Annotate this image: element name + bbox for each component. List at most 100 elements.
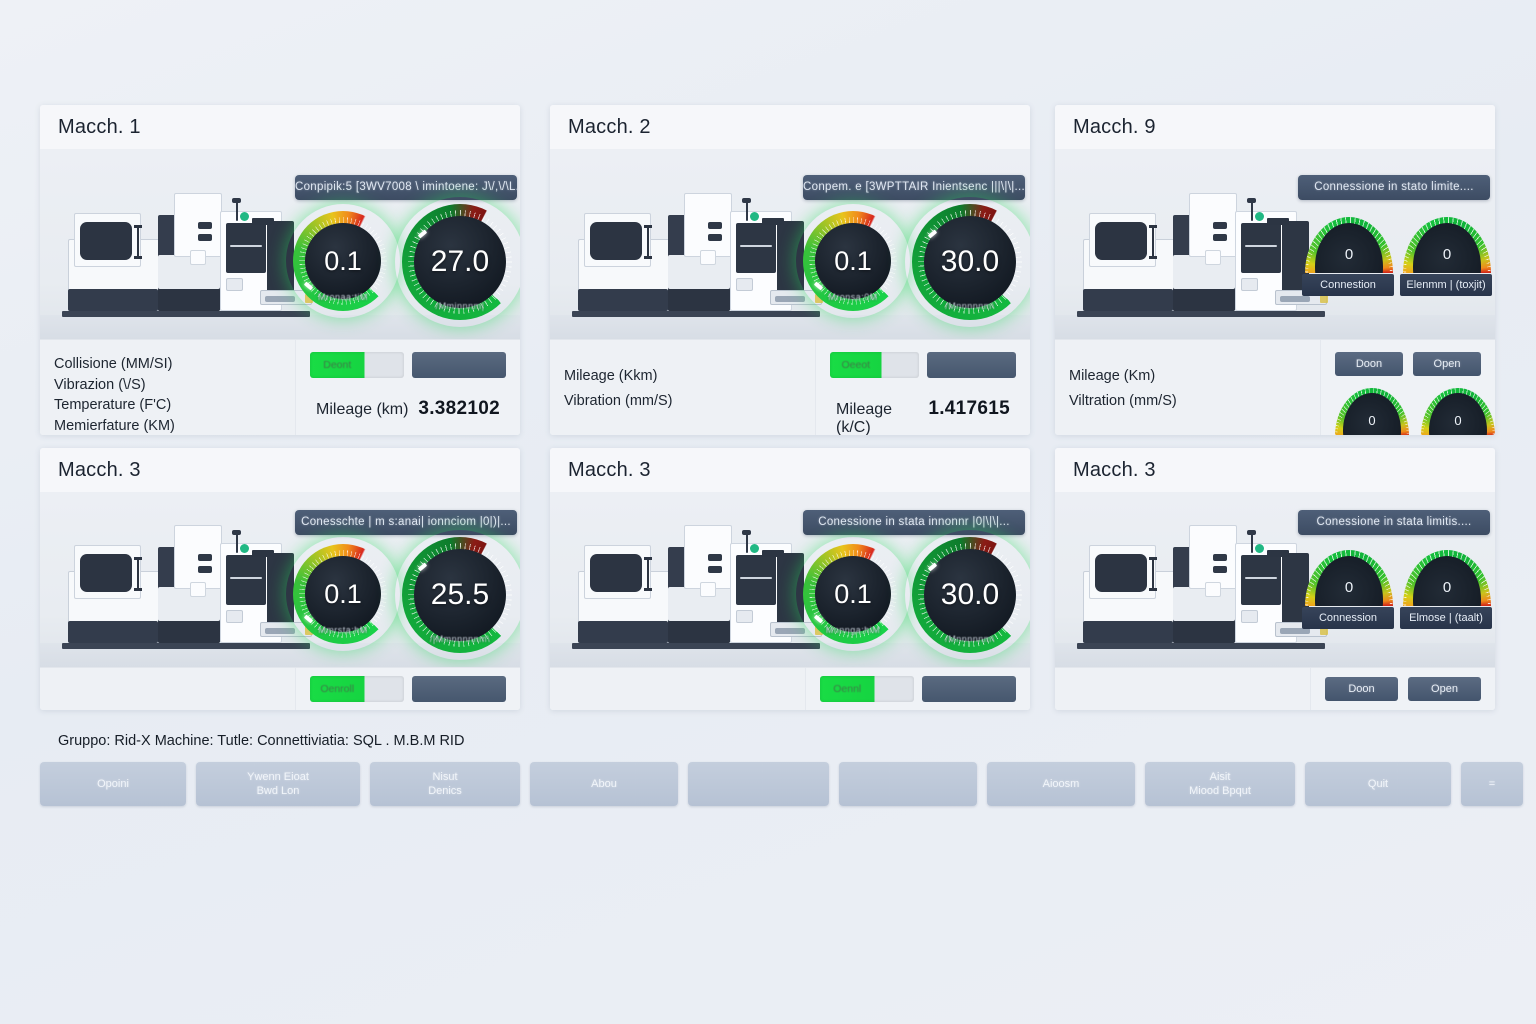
gauge-connection-label: Connestion [1302,274,1394,296]
progress-bar[interactable]: Deont [310,352,404,378]
gauge-sublabel: /Mnnnnnm\ [945,301,995,311]
gauge-connection[interactable]: 0 [1305,217,1393,273]
gauge-temperature[interactable]: 30.0 /Mnnnnnm\ [912,537,1028,653]
machine-panel-1[interactable]: Macch. 1 Conpipik:5 [3WV7008 \ imintoene… [40,105,520,435]
gauge-vibration[interactable]: 0.1 Mronsa:0M [803,211,903,311]
machine-illustration [62,187,313,317]
metric-label: Mileage (Km) [1069,368,1156,384]
progress-bar-secondary[interactable] [922,676,1016,702]
progress-label: Oennl [833,683,862,695]
toolbar-button-line2: Bwd Lon [256,785,300,797]
metrics-list [40,668,295,710]
gauge-value: 0 [1368,412,1376,428]
gauge-elements[interactable]: 0 [1403,550,1491,606]
gauge-connection[interactable]: 0 [1305,550,1393,606]
gauge-sublabel: /|Mmnnnnnm\ [429,634,491,644]
panel-footer: Mileage (Kkm) Vibration (mm/S) Oeeot Mil… [550,339,1030,435]
floor-strip [1055,315,1495,339]
metric-label: Temperature (F'C) [54,397,172,413]
status-banner: Conesschte | m s:anai| ionnciom |0|)|... [295,510,517,535]
gauge-temperature[interactable]: 30.0 /Mnnnnnm\ [912,204,1028,320]
gauge-small-1[interactable]: 0 [1335,388,1409,435]
progress-bar-secondary[interactable] [927,352,1016,378]
toolbar-button-options[interactable]: Opoini [40,762,186,806]
panel-title: Macch. 3 [550,448,1030,492]
panel-visual-area: Conessione in stata limitis.... 0 0 Conn… [1055,492,1495,667]
gauge-vibration[interactable]: 0.1 Mnnnga:hiM [803,544,903,644]
gauge-sublabel: Mmrsta:hM [318,625,368,635]
hamburger-icon: = [1488,778,1496,790]
door-button[interactable]: Doon [1335,352,1403,376]
machine-illustration [572,519,823,649]
gauge-temperature[interactable]: 25.5 /|Mmnnnnnm\ [402,537,518,653]
mileage-value: 1.417615 [928,398,1010,419]
toolbar-button-blank-1[interactable] [688,762,829,806]
toolbar-button-line1: Opoini [97,778,129,790]
toolbar-button-report[interactable]: Aisit Miood Bpqut [1145,762,1295,806]
toolbar-button-quit[interactable]: Quit [1305,762,1451,806]
machine-illustration [1077,187,1328,317]
machine-illustration [572,187,823,317]
gauge-value: 0.1 [834,578,872,609]
progress-label: Oeeot [841,359,871,371]
toolbar-button-devices[interactable]: Nisut Denics [370,762,520,806]
gauge-vibration[interactable]: 0.1 Mmrsta:hM [293,544,393,644]
machine-panel-4[interactable]: Macch. 3 Conesschte | m s:anai| ionnciom… [40,448,520,710]
progress-bar[interactable]: Oeeot [830,352,919,378]
toolbar-button-alarms[interactable]: Aioosm [987,762,1135,806]
open-button[interactable]: Open [1413,352,1481,376]
mileage-row: Mileage (k/C) 1.417615 [830,398,1016,435]
open-button[interactable]: Open [1408,677,1481,701]
progress-row: Deont [310,352,506,378]
progress-area: Oenroll [295,668,520,710]
gauge-sublabel: /Mnnnnnm\ [945,634,995,644]
gauge-value: 27.0 [430,245,490,278]
metric-label: Vibration (mm/S) [564,393,673,409]
gauge-value: 0 [1442,246,1452,264]
open-buttons-row: Doon Open [1335,352,1481,376]
status-banner: Conessione in stata innonnr |0|\|\|... [803,510,1025,535]
machine-panel-6[interactable]: Macch. 3 Conessione in stata limitis....… [1055,448,1495,710]
gauge-vibration[interactable]: 0.1 Mronaa:tiM [293,211,393,311]
toolbar-button-about[interactable]: Abou [530,762,678,806]
gauge-elements[interactable]: 0 [1403,217,1491,273]
toolbar-button-line2: Denics [428,785,462,797]
floor-strip [550,315,1030,339]
progress-row: Oennl [820,676,1016,702]
toolbar-button-line1: Nisut [432,771,458,783]
door-button[interactable]: Doon [1325,677,1398,701]
progress-bar[interactable]: Oenroll [310,676,404,702]
machine-panel-2[interactable]: Macch. 2 Conpem. e [3WPTTAIR Inientsenc … [550,105,1030,435]
mileage-row: Mileage (km) 3.382102 [310,398,506,420]
gauge-value: 0.1 [324,578,362,609]
metrics-list [550,668,805,710]
machine-panel-5[interactable]: Macch. 3 Conessione in stata innonnr |0|… [550,448,1030,710]
open-controls: Doon Open [1310,668,1495,710]
gauge-value: 0 [1442,579,1452,597]
toolbar-button-line1: Abou [591,778,617,790]
toolbar-button-menu-icon[interactable]: = [1461,762,1523,806]
progress-bar[interactable]: Oennl [820,676,914,702]
gauge-sublabel: Mronaa:tiM [317,292,368,302]
mileage-label: Mileage (k/C) [836,401,893,435]
panel-footer: Collisione (MM/SI) Vibrazion (\/S) Tempe… [40,339,520,435]
panel-visual-area: Connessione in stato limite.... 0 0 Conn… [1055,149,1495,339]
toolbar-button-line1: Quit [1367,778,1389,790]
progress-label: Deont [323,359,352,371]
panel-title: Macch. 9 [1055,105,1495,149]
machine-illustration [62,519,313,649]
toolbar-button-blank-2[interactable] [839,762,977,806]
gauge-value: 0 [1454,412,1462,428]
mileage-label: Mileage (km) [316,401,409,418]
progress-bar-secondary[interactable] [412,352,506,378]
panel-title: Macch. 1 [40,105,520,149]
progress-bar-secondary[interactable] [412,676,506,702]
gauge-small-2[interactable]: 0 [1421,388,1495,435]
panel-footer: Mileage (Km) Viltration (mm/S) Doon Open… [1055,339,1495,435]
metrics-list: Mileage (Km) Viltration (mm/S) [1055,340,1320,435]
machine-panel-3[interactable]: Macch. 9 Connessione in stato limite....… [1055,105,1495,435]
toolbar-button-event-log[interactable]: Ywenn Eioat Bwd Lon [196,762,360,806]
gauge-value: 30.0 [940,245,1000,278]
panel-title: Macch. 2 [550,105,1030,149]
gauge-temperature[interactable]: 27.0 /Mminnnm| [402,204,518,320]
